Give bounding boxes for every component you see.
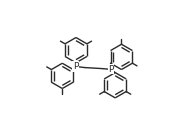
Text: P: P bbox=[108, 65, 114, 74]
Text: P: P bbox=[73, 62, 78, 71]
